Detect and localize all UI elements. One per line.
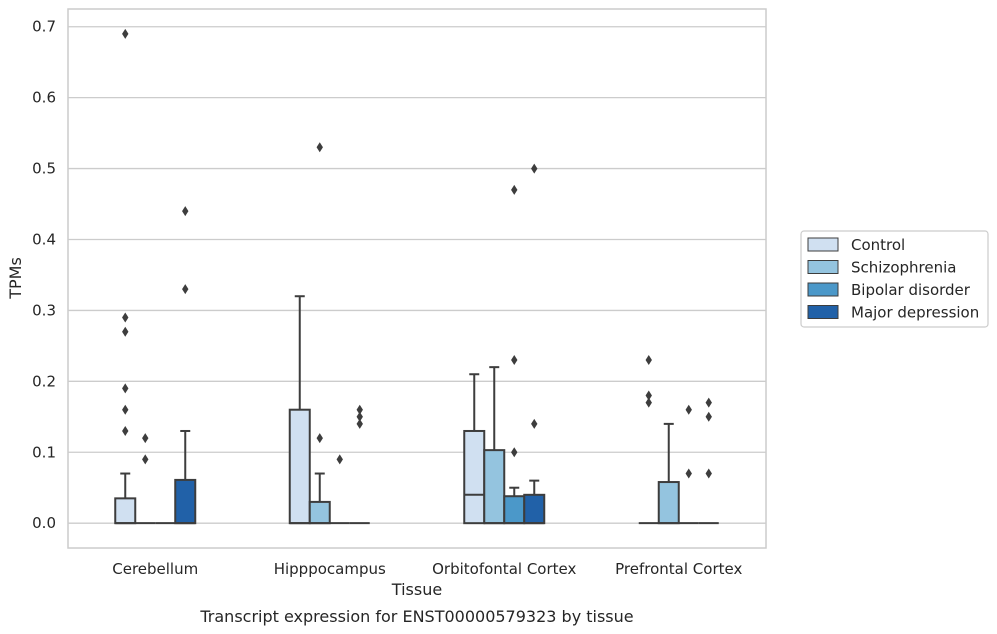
outlier-point xyxy=(511,355,518,366)
x-tick-label: Cerebellum xyxy=(112,560,198,578)
box-1-0 xyxy=(288,295,311,525)
box-1-1 xyxy=(308,142,331,525)
box-rect xyxy=(657,481,680,525)
outlier-point xyxy=(122,425,129,436)
outlier-point xyxy=(122,326,129,337)
y-tick-label: 0.2 xyxy=(32,372,56,390)
box-plot-marks xyxy=(114,28,719,525)
legend-swatch xyxy=(807,305,839,319)
outlier-point xyxy=(531,418,538,429)
y-tick-labels: 0.0 0.1 0.2 0.3 0.4 0.5 0.6 0.7 xyxy=(32,18,56,532)
box-2-3 xyxy=(523,163,546,525)
outlier-point xyxy=(645,390,652,401)
plot-frame xyxy=(67,8,767,549)
outlier-point xyxy=(685,404,692,415)
outlier-point xyxy=(122,312,129,323)
outlier-point xyxy=(511,184,518,195)
box-3-3 xyxy=(698,397,719,525)
y-tick-label: 0.7 xyxy=(32,18,56,36)
box-3-1 xyxy=(657,422,680,525)
outlier-point xyxy=(511,447,518,458)
outlier-point xyxy=(142,433,149,444)
outlier-point xyxy=(705,397,712,408)
legend-label: Control xyxy=(851,236,905,254)
legend-label: Schizophrenia xyxy=(851,259,956,277)
box-rect xyxy=(174,478,197,525)
box-0-1 xyxy=(135,433,156,525)
outlier-point xyxy=(122,383,129,394)
legend-swatch xyxy=(807,237,839,252)
x-tick-label: Hipppocampus xyxy=(274,560,386,578)
y-tick-label: 0.5 xyxy=(32,160,56,178)
y-tick-label: 0.4 xyxy=(32,230,56,248)
outlier-point xyxy=(531,163,538,174)
box-0-0 xyxy=(114,28,137,525)
box-3-2 xyxy=(678,404,699,525)
box-rect xyxy=(288,408,311,525)
y-axis-label: TPMs xyxy=(6,257,25,300)
box-0-3 xyxy=(174,206,197,525)
outlier-point xyxy=(122,404,129,415)
legend-label: Bipolar disorder xyxy=(851,281,971,299)
outlier-point xyxy=(182,284,189,295)
x-tick-labels: Cerebellum Hipppocampus Orbitofontal Corte… xyxy=(112,560,742,578)
y-tick-label: 0.1 xyxy=(32,443,56,461)
legend-swatch xyxy=(807,260,839,274)
legend: Control Schizophrenia Bipolar disorder Majo… xyxy=(800,230,989,328)
box-3-0 xyxy=(638,355,659,525)
outlier-point xyxy=(336,454,343,465)
outlier-point xyxy=(705,411,712,422)
y-tick-label: 0.0 xyxy=(32,514,56,532)
box-1-2 xyxy=(329,454,350,525)
outlier-point xyxy=(356,418,363,429)
outlier-point xyxy=(182,206,189,217)
outlier-point xyxy=(705,468,712,479)
box-rect xyxy=(114,497,137,525)
y-tick-label: 0.3 xyxy=(32,301,56,319)
y-tick-label: 0.6 xyxy=(32,89,56,107)
box-rect xyxy=(308,500,331,525)
box-1-3 xyxy=(349,404,370,525)
grid-lines xyxy=(68,26,766,524)
x-tick-label: Orbitofontal Cortex xyxy=(432,560,576,578)
outlier-point xyxy=(356,411,363,422)
legend-label: Major depression xyxy=(851,304,979,322)
box-rect xyxy=(503,495,526,525)
outlier-point xyxy=(122,28,129,39)
box-2-1 xyxy=(483,366,506,525)
x-axis-label: Tissue xyxy=(391,580,442,599)
outlier-point xyxy=(316,142,323,153)
chart-caption: Transcript expression for ENST0000057932… xyxy=(199,607,633,626)
x-tick-label: Prefrontal Cortex xyxy=(615,560,742,578)
outlier-point xyxy=(685,468,692,479)
legend-swatch xyxy=(807,282,839,297)
box-rect xyxy=(483,449,506,525)
box-rect xyxy=(523,493,546,525)
legend-box xyxy=(800,230,989,328)
outlier-point xyxy=(316,433,323,444)
outlier-point xyxy=(645,397,652,408)
outlier-point xyxy=(356,404,363,415)
box-rect xyxy=(463,429,486,525)
outlier-point xyxy=(645,355,652,366)
box-2-2 xyxy=(503,184,526,525)
box-2-0 xyxy=(463,373,486,525)
outlier-point xyxy=(142,454,149,465)
